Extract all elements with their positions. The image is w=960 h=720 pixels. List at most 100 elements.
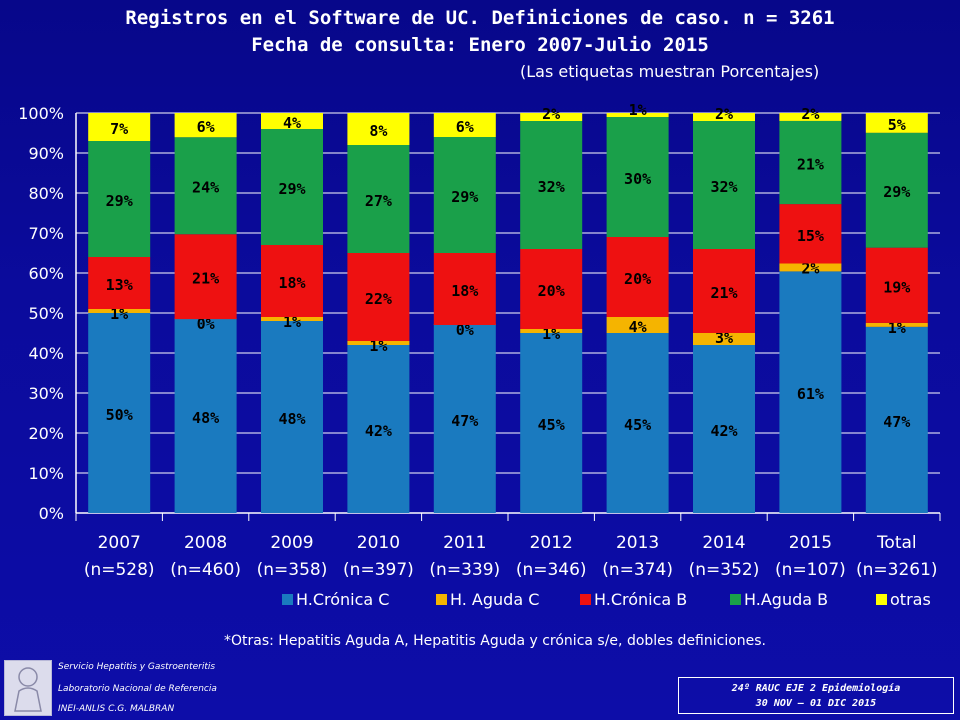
- bar-segment: [433, 113, 496, 137]
- bar-segment: [865, 113, 928, 133]
- bar-segment: [693, 121, 755, 249]
- data-label: 29%: [106, 192, 133, 210]
- x-category-label: 2014: [702, 533, 745, 553]
- y-tick-label: 80%: [28, 184, 64, 203]
- data-label: 1%: [629, 101, 647, 119]
- y-tick-label: 0%: [39, 504, 64, 523]
- legend-swatch: [876, 594, 887, 605]
- x-category-label: 2015: [789, 533, 832, 553]
- data-label: 2%: [542, 105, 560, 123]
- bar-segment: [606, 333, 669, 513]
- stacked-bar-chart: 0% 10% 20% 30% 40% 50% 60% 70% 80% 90% 100% 50% 1% 13…: [18, 101, 941, 609]
- x-category-label: 2013: [616, 533, 659, 553]
- data-label: 48%: [278, 410, 305, 428]
- data-label: 15%: [797, 227, 824, 245]
- data-label: 20%: [624, 270, 651, 288]
- bar-segment: [606, 237, 669, 317]
- footnote: *Otras: Hepatitis Aguda A, Hepatitis Agu…: [223, 633, 766, 649]
- legend-swatch: [730, 594, 741, 605]
- chart-subtitle: (Las etiquetas muestran Porcentajes): [520, 62, 820, 81]
- x-category-label: 2009: [270, 533, 313, 553]
- legend-label: H.Aguda B: [744, 590, 828, 609]
- bar-segment: [865, 132, 928, 248]
- bar-segment: [520, 329, 583, 333]
- bar-segment: [347, 113, 410, 145]
- bar-segment: [520, 113, 583, 121]
- x-category-sublabel: (n=346): [516, 560, 587, 580]
- legend-swatch: [436, 594, 447, 605]
- data-label: 13%: [106, 276, 133, 294]
- data-label: 24%: [192, 179, 219, 197]
- data-label: 21%: [710, 284, 737, 302]
- institution-line2: Laboratorio Nacional de Referencia: [58, 684, 217, 694]
- x-category-sublabel: (n=107): [775, 560, 846, 580]
- data-label: 4%: [283, 114, 301, 132]
- y-tick-label: 20%: [28, 424, 64, 443]
- x-category-sublabel: (n=3261): [856, 560, 938, 580]
- data-label: 48%: [192, 409, 219, 427]
- data-label: 42%: [365, 422, 392, 440]
- data-label: 1%: [542, 325, 560, 343]
- data-label: 30%: [624, 170, 651, 188]
- chart-title-line2: Fecha de consulta: Enero 2007-Julio 2015: [251, 34, 709, 56]
- x-category-sublabel: (n=339): [429, 560, 500, 580]
- data-label: 2%: [715, 105, 733, 123]
- bar-segment: [88, 257, 151, 309]
- bar-segment: [520, 121, 583, 249]
- bar-segment: [693, 345, 755, 513]
- bar-segment: [865, 247, 928, 323]
- y-tick-label: 10%: [28, 464, 64, 483]
- data-label: 1%: [369, 337, 387, 355]
- data-label: 3%: [715, 329, 733, 347]
- data-label: 6%: [197, 118, 215, 136]
- data-label: 32%: [710, 178, 737, 196]
- x-category-label: 2012: [530, 533, 573, 553]
- data-label: 61%: [797, 385, 824, 403]
- data-label: 2%: [801, 105, 819, 123]
- data-label: 0%: [456, 321, 474, 339]
- bar-segment: [865, 322, 928, 327]
- bar-segment: [606, 117, 669, 237]
- bar-segment: [433, 137, 496, 253]
- bar-segment: [261, 245, 323, 317]
- bar-segment: [693, 113, 755, 121]
- bar-segment: [88, 313, 151, 513]
- data-label: 1%: [283, 313, 301, 331]
- y-tick-label: 70%: [28, 224, 64, 243]
- x-category-sublabel: (n=352): [689, 560, 760, 580]
- x-category-sublabel: (n=528): [84, 560, 155, 580]
- data-label: 6%: [456, 118, 474, 136]
- data-label: 1%: [110, 305, 128, 323]
- bar-segment: [693, 249, 755, 333]
- bar-segment: [174, 137, 237, 235]
- x-category-sublabel: (n=374): [602, 560, 673, 580]
- data-label: 29%: [278, 180, 305, 198]
- bar-segment: [779, 204, 842, 264]
- data-label: 42%: [710, 422, 737, 440]
- data-label: 45%: [624, 416, 651, 434]
- institution-logo: [4, 660, 52, 716]
- x-category-label: 2011: [443, 533, 486, 553]
- x-category-sublabel: (n=397): [343, 560, 414, 580]
- data-label: 21%: [192, 270, 219, 288]
- data-label: 18%: [278, 274, 305, 292]
- bar-segment: [606, 317, 669, 333]
- event-line2: 30 NOV – 01 DIC 2015: [755, 698, 877, 709]
- bar-segment: [865, 326, 928, 513]
- bar-segment: [88, 309, 151, 313]
- bar-segment: [779, 113, 842, 121]
- bar-segment: [433, 325, 496, 513]
- bar-segment: [174, 234, 237, 320]
- data-label: 47%: [883, 413, 910, 431]
- bar-segment: [520, 249, 583, 329]
- data-label: 47%: [451, 412, 478, 430]
- x-category-label: 2008: [184, 533, 227, 553]
- y-tick-label: 50%: [28, 304, 64, 323]
- data-label: 27%: [365, 192, 392, 210]
- data-label: 7%: [110, 120, 128, 138]
- bar-segment: [347, 253, 410, 341]
- data-label: 2%: [801, 259, 819, 277]
- event-box: 24º RAUC EJE 2 Epidemiología 30 NOV – 01…: [678, 677, 954, 714]
- y-tick-label: 100%: [18, 104, 64, 123]
- bar-segment: [779, 271, 842, 513]
